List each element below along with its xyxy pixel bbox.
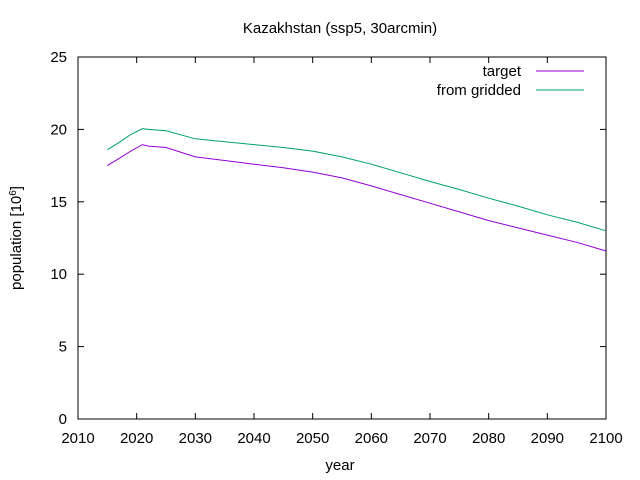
x-axis: 2010 2020 2030 2040 2050 2060 2070 2080 2090 2100 — [61, 57, 623, 447]
x-tick-label: 2100 — [589, 430, 622, 447]
x-tick-label: 2070 — [413, 430, 446, 447]
x-tick-label: 2050 — [296, 430, 329, 447]
y-tick-label: 5 — [59, 339, 67, 356]
y-axis-label: population [106] — [8, 186, 26, 290]
y-axis-label-base: population [10 — [8, 196, 25, 290]
x-tick-label: 2040 — [237, 430, 270, 447]
y-axis-label-exponent: 6 — [8, 190, 19, 196]
x-tick-label: 2060 — [355, 430, 388, 447]
x-tick-label: 2010 — [61, 430, 94, 447]
legend: target from gridded — [437, 63, 584, 99]
chart-title: Kazakhstan (ssp5, 30arcmin) — [243, 20, 437, 37]
legend-label: target — [483, 63, 522, 80]
series-line-from-gridded — [107, 128, 607, 232]
series-line-target — [107, 144, 607, 252]
y-axis-label-close: ] — [8, 186, 25, 190]
x-tick-label: 2090 — [531, 430, 564, 447]
y-axis: 0 5 10 15 20 25 — [50, 49, 606, 428]
x-tick-label: 2080 — [472, 430, 505, 447]
series-lines — [107, 128, 607, 252]
y-tick-label: 15 — [50, 194, 67, 211]
y-tick-label: 20 — [50, 121, 67, 138]
y-tick-label: 10 — [50, 266, 67, 283]
legend-label: from gridded — [437, 82, 521, 99]
plot-area-border — [77, 56, 607, 420]
y-tick-label: 25 — [50, 49, 67, 66]
x-tick-label: 2020 — [120, 430, 153, 447]
x-tick-label: 2030 — [179, 430, 212, 447]
y-tick-label: 0 — [59, 411, 67, 428]
x-axis-label: year — [325, 457, 354, 474]
